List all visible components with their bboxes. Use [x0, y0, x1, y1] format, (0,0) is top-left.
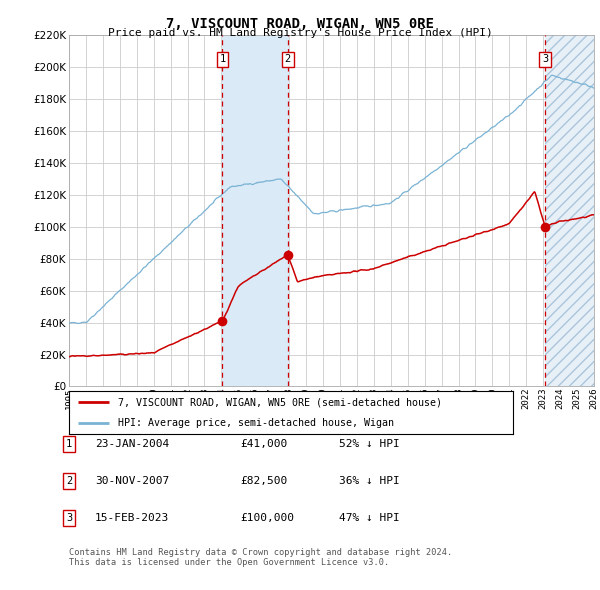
Text: HPI: Average price, semi-detached house, Wigan: HPI: Average price, semi-detached house,… [118, 418, 394, 428]
Text: 1: 1 [220, 54, 226, 64]
Text: 2: 2 [284, 54, 291, 64]
Text: This data is licensed under the Open Government Licence v3.0.: This data is licensed under the Open Gov… [69, 558, 389, 567]
Text: £41,000: £41,000 [240, 439, 287, 448]
Bar [223, 35, 288, 386]
Text: 30-NOV-2007: 30-NOV-2007 [95, 476, 169, 486]
Text: 7, VISCOUNT ROAD, WIGAN, WN5 0RE: 7, VISCOUNT ROAD, WIGAN, WN5 0RE [166, 17, 434, 31]
Text: £100,000: £100,000 [240, 513, 294, 523]
Text: 3: 3 [66, 513, 72, 523]
Text: 3: 3 [542, 54, 548, 64]
Text: Contains HM Land Registry data © Crown copyright and database right 2024.: Contains HM Land Registry data © Crown c… [69, 548, 452, 556]
Text: 23-JAN-2004: 23-JAN-2004 [95, 439, 169, 448]
Text: 47% ↓ HPI: 47% ↓ HPI [339, 513, 400, 523]
Text: 7, VISCOUNT ROAD, WIGAN, WN5 0RE (semi-detached house): 7, VISCOUNT ROAD, WIGAN, WN5 0RE (semi-d… [118, 397, 442, 407]
Text: 36% ↓ HPI: 36% ↓ HPI [339, 476, 400, 486]
Text: 15-FEB-2023: 15-FEB-2023 [95, 513, 169, 523]
Text: Price paid vs. HM Land Registry's House Price Index (HPI): Price paid vs. HM Land Registry's House … [107, 28, 493, 38]
Text: 1: 1 [66, 439, 72, 448]
Text: 2: 2 [66, 476, 72, 486]
Bar [545, 35, 594, 386]
Bar [545, 35, 594, 386]
Text: £82,500: £82,500 [240, 476, 287, 486]
Text: 52% ↓ HPI: 52% ↓ HPI [339, 439, 400, 448]
